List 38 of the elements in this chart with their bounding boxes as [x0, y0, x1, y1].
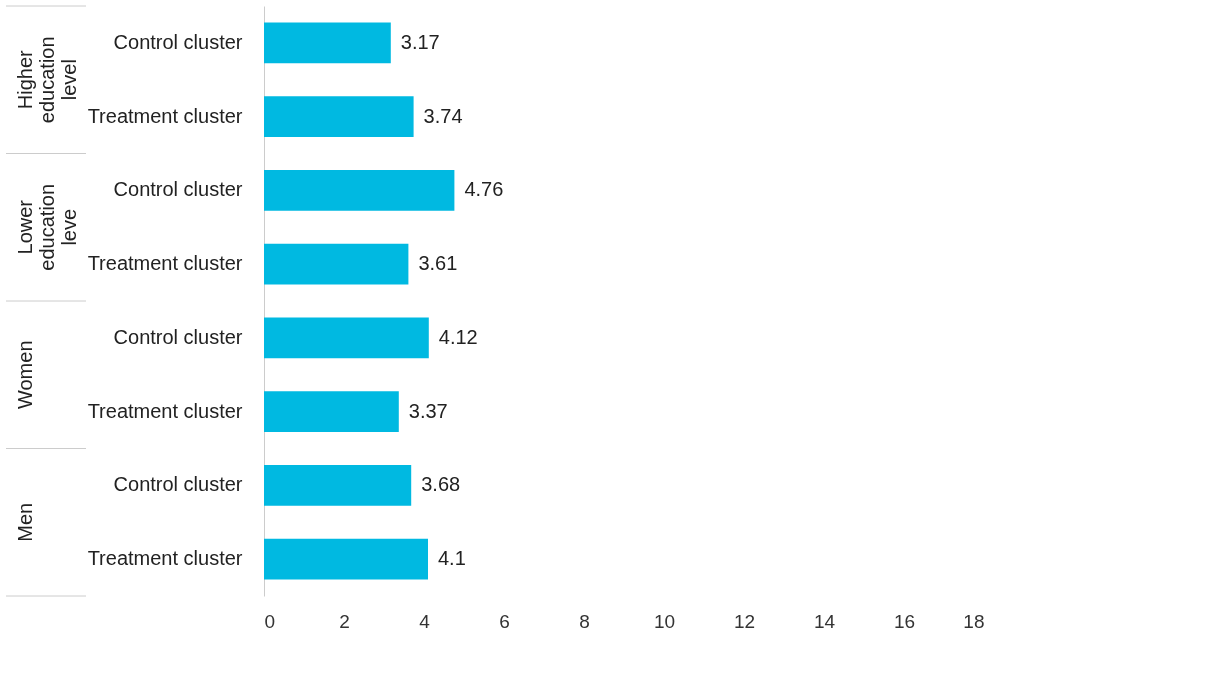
text: Men: [14, 502, 36, 542]
y-tick-label: Control cluster: [113, 178, 243, 201]
y-tick-label: Treatment cluster: [87, 399, 243, 422]
x-tick-label: 8: [579, 610, 590, 632]
text: Women: [14, 340, 36, 410]
text: Lower education leve: [14, 183, 80, 271]
y-tick-label: Treatment cluster: [87, 104, 243, 127]
bar: [264, 22, 391, 64]
bar: [264, 96, 414, 137]
bar: [264, 243, 409, 285]
data-label: 3.17: [400, 30, 440, 53]
data-label: 3.68: [421, 473, 461, 496]
x-tick-label: 12: [733, 610, 756, 632]
x-tick-label: 16: [893, 610, 916, 632]
bar: [264, 170, 455, 211]
data-label: 4.12: [438, 325, 478, 348]
y-tick-label: Control cluster: [113, 325, 243, 348]
data-label: 4.76: [464, 178, 504, 201]
x-tick-label: 10: [653, 610, 676, 632]
data-label: 3.61: [418, 252, 458, 275]
bar: [264, 391, 399, 432]
data-label: 3.74: [423, 104, 463, 127]
x-tick-label: 6: [499, 610, 510, 632]
x-tick-label: 0: [264, 610, 276, 632]
x-tick-label: 4: [419, 610, 431, 632]
bar: [264, 465, 412, 506]
bar: [264, 317, 429, 359]
y-tick-label: Control cluster: [113, 473, 243, 496]
data-label: 3.37: [408, 399, 448, 422]
y-tick-label: Control cluster: [113, 30, 243, 53]
y-tick-label: Treatment cluster: [87, 547, 243, 570]
y-tick-label: Treatment cluster: [87, 252, 243, 275]
data-label: 4.1: [438, 547, 466, 570]
x-tick-label: 2: [339, 610, 350, 632]
x-tick-label: 18: [963, 610, 985, 632]
x-tick-label: 14: [813, 610, 836, 632]
bar: [264, 538, 428, 580]
text: Higher education level: [14, 36, 80, 124]
